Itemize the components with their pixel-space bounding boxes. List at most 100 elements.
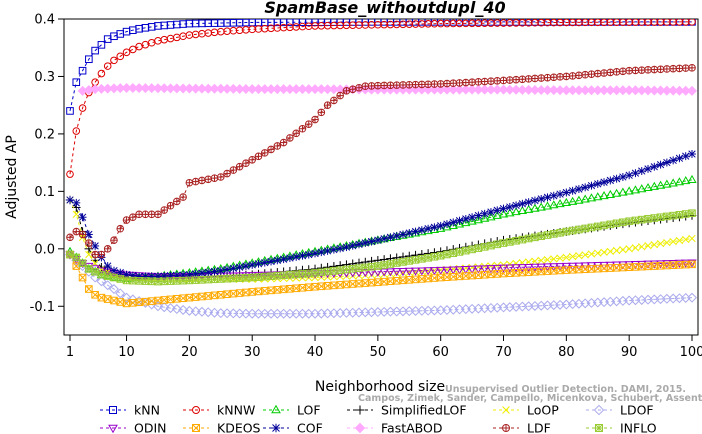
point-inflo xyxy=(336,266,344,274)
point-lof xyxy=(599,190,609,200)
point-odin xyxy=(392,268,402,277)
point-kdeos xyxy=(600,264,608,273)
point-inflo xyxy=(204,275,213,284)
series-line-cof xyxy=(69,153,693,277)
point-ldf xyxy=(637,66,646,74)
legend-item-loop: LoOP xyxy=(493,403,559,418)
point-ldf xyxy=(72,227,81,236)
point-inflo xyxy=(248,273,257,282)
point-loop xyxy=(669,237,677,246)
point-cof xyxy=(581,183,590,192)
point-loop xyxy=(625,245,633,253)
point-odin xyxy=(467,265,477,274)
point-ldf xyxy=(568,72,577,80)
point-cof xyxy=(279,255,288,264)
point-ldf xyxy=(455,79,464,87)
point-inflo xyxy=(531,233,539,242)
point-inflo xyxy=(323,267,332,276)
point-ldf xyxy=(66,233,74,242)
point-cof xyxy=(373,236,382,245)
point-knnw xyxy=(122,48,131,57)
point-lof xyxy=(461,218,471,227)
point-kdeos xyxy=(229,289,238,298)
point-lof xyxy=(561,197,572,206)
point-inflo xyxy=(644,215,652,223)
point-ldof xyxy=(687,292,697,303)
point-lof xyxy=(681,176,691,185)
legend-label: INFLO xyxy=(620,421,657,434)
point-ldf xyxy=(625,66,633,75)
series-inflo xyxy=(66,209,696,286)
point-inflo xyxy=(424,253,432,262)
point-lof xyxy=(542,201,553,210)
point-knnw xyxy=(141,40,150,49)
point-loop xyxy=(550,255,558,263)
point-ldf xyxy=(367,82,376,90)
point-inflo xyxy=(386,260,395,268)
point-ldf xyxy=(468,78,476,86)
point-lof xyxy=(498,209,509,218)
point-ldf xyxy=(430,80,439,88)
point-inflo xyxy=(210,275,219,284)
point-knnw xyxy=(116,52,125,61)
point-lof xyxy=(611,188,622,197)
point-odin xyxy=(404,267,414,276)
point-kdeos xyxy=(606,264,615,272)
point-kdeos xyxy=(122,299,131,308)
point-loop xyxy=(638,243,646,251)
point-ldof xyxy=(209,307,220,318)
point-ldf xyxy=(556,73,564,81)
x-tick-label: 10 xyxy=(118,345,135,360)
point-kdeos xyxy=(78,273,87,282)
point-inflo xyxy=(367,262,376,271)
point-ldf xyxy=(493,77,502,85)
point-inflo xyxy=(304,269,313,278)
point-loop xyxy=(682,235,690,244)
point-inflo xyxy=(612,219,621,228)
point-loop xyxy=(543,256,552,264)
point-lof xyxy=(536,202,546,211)
point-ldf xyxy=(97,250,106,259)
point-cof xyxy=(562,188,571,197)
point-cof xyxy=(235,263,244,272)
point-ldf xyxy=(675,64,684,73)
point-lof xyxy=(637,184,647,193)
point-cof xyxy=(191,269,200,278)
point-ldf xyxy=(650,65,659,74)
point-ldf xyxy=(279,138,288,147)
point-ldf xyxy=(235,162,244,171)
point-inflo xyxy=(462,246,470,255)
point-inflo xyxy=(254,273,263,281)
point-odin xyxy=(260,271,270,280)
point-ldf xyxy=(311,115,319,124)
point-inflo xyxy=(235,274,244,282)
point-cof xyxy=(543,193,552,202)
legend-label: KDEOS xyxy=(217,421,261,434)
point-ldf xyxy=(317,108,326,117)
point-cof xyxy=(688,150,696,158)
point-inflo xyxy=(229,274,238,283)
point-odin xyxy=(492,264,502,273)
point-cof xyxy=(361,238,370,247)
point-cof xyxy=(468,213,477,222)
legend-marker-loop xyxy=(502,406,510,414)
legend-label: FastABOD xyxy=(381,421,443,434)
point-ldf xyxy=(304,120,313,128)
point-loop xyxy=(606,247,614,256)
point-inflo xyxy=(147,277,156,286)
point-inflo xyxy=(631,216,640,225)
point-inflo xyxy=(537,232,546,240)
point-ldf xyxy=(154,210,162,219)
point-knn xyxy=(97,41,106,49)
point-loop xyxy=(644,242,652,250)
point-ldf xyxy=(518,75,527,84)
legend-item-odin: ODIN xyxy=(100,421,167,434)
point-kdeos xyxy=(455,272,464,281)
point-odin xyxy=(448,266,458,275)
x-tick-label: 30 xyxy=(244,345,261,360)
point-lof xyxy=(448,220,458,229)
point-lof xyxy=(624,186,634,195)
point-cof xyxy=(637,167,646,175)
point-inflo xyxy=(524,234,533,243)
